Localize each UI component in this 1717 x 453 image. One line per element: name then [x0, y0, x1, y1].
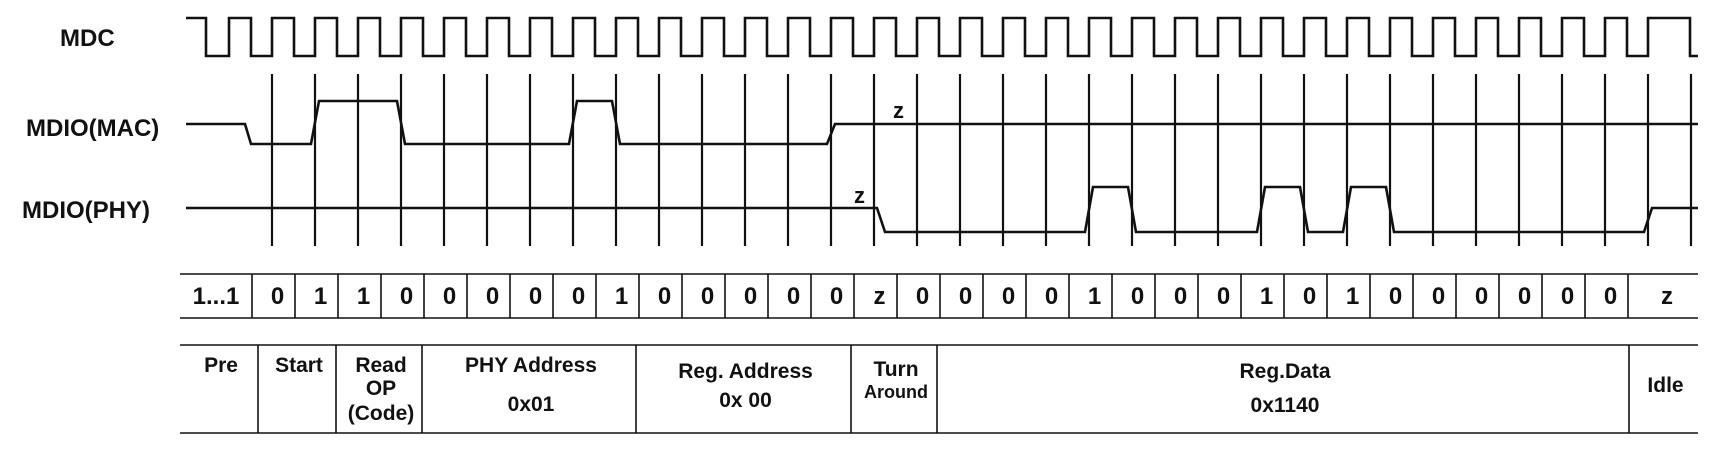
field-text: Start: [275, 354, 323, 377]
field-preamble: Pre: [204, 354, 238, 377]
bit-cell: 0: [443, 283, 456, 310]
bit-cell: 0: [744, 283, 757, 310]
mac-z-mark: z: [893, 98, 904, 123]
bit-cell: 0: [400, 283, 413, 310]
mdio-mac-waveform: [186, 99, 1698, 146]
field-text: 0x01: [508, 393, 555, 416]
field-text: Idle: [1647, 374, 1683, 397]
bit-cell: 0: [1002, 283, 1015, 310]
bit-cell: 1: [314, 283, 327, 310]
bit-cell: 0: [1432, 283, 1445, 310]
mdio-phy-label: MDIO(PHY): [22, 197, 150, 224]
field-text: 0x 00: [719, 389, 772, 412]
field-reg-data: Reg.Data 0x1140: [1239, 360, 1330, 417]
mdio-phy-waveform: [186, 185, 1698, 234]
bit-cell: 1: [1260, 283, 1273, 310]
bit-cell: z: [874, 283, 886, 310]
bit-cell: 0: [787, 283, 800, 310]
mdio-mac-label: MDIO(MAC): [26, 115, 159, 142]
bit-cell: 0: [529, 283, 542, 310]
bit-cell: 0: [1131, 283, 1144, 310]
bit-cell: 0: [1604, 283, 1617, 310]
field-text: Reg. Address: [678, 360, 813, 383]
bit-cell: 0: [959, 283, 972, 310]
bit-cell: 0: [271, 283, 284, 310]
bit-cell: z: [1661, 283, 1673, 310]
field-idle: Idle: [1647, 374, 1683, 397]
bit-cell: 1: [615, 283, 628, 310]
clock-edge-lines: [270, 74, 1693, 246]
field-phy-address: PHY Address 0x01: [465, 354, 597, 416]
field-text: PHY Address: [465, 354, 597, 377]
field-text: Pre: [204, 354, 238, 377]
bit-cell: 0: [916, 283, 929, 310]
bit-cell: 0: [1045, 283, 1058, 310]
bit-cell: 0: [1475, 283, 1488, 310]
bit-cell: 0: [658, 283, 671, 310]
field-text: OP: [366, 377, 396, 400]
bit-cell: 0: [486, 283, 499, 310]
field-text: Read: [355, 354, 406, 377]
bit-cell: 0: [1174, 283, 1187, 310]
field-text: 0x1140: [1251, 394, 1320, 417]
field-text: Reg.Data: [1239, 360, 1330, 383]
bit-cell: 1...1: [193, 283, 240, 310]
field-text: Around: [864, 382, 928, 402]
field-reg-address: Reg. Address 0x 00: [678, 360, 813, 412]
field-start: Start: [275, 354, 323, 377]
bit-cell: 0: [701, 283, 714, 310]
bit-cell: 1: [1088, 283, 1101, 310]
bit-cell: 0: [1389, 283, 1402, 310]
bit-cell: 0: [572, 283, 585, 310]
mdc-clock-waveform: [186, 16, 1698, 58]
bit-cell: 1: [357, 283, 370, 310]
phy-z-mark: z: [854, 183, 865, 208]
bit-cell: 0: [1217, 283, 1230, 310]
bit-cell: 1: [1346, 283, 1359, 310]
bit-cell: 0: [830, 283, 843, 310]
bit-cell: 0: [1561, 283, 1574, 310]
bit-value-row: 1...1 0 1 1 0 0 0 0 0 1 0 0 0 0 0 z 0 0 0 0 1 0 0 0 1 0 1 0 0 0 0 0 0 z: [180, 273, 1698, 319]
field-text: (Code): [348, 402, 415, 425]
bit-cell: 0: [1518, 283, 1531, 310]
mdc-label: MDC: [60, 25, 115, 52]
bit-cell: 0: [1303, 283, 1316, 310]
field-text: Turn: [873, 358, 918, 381]
